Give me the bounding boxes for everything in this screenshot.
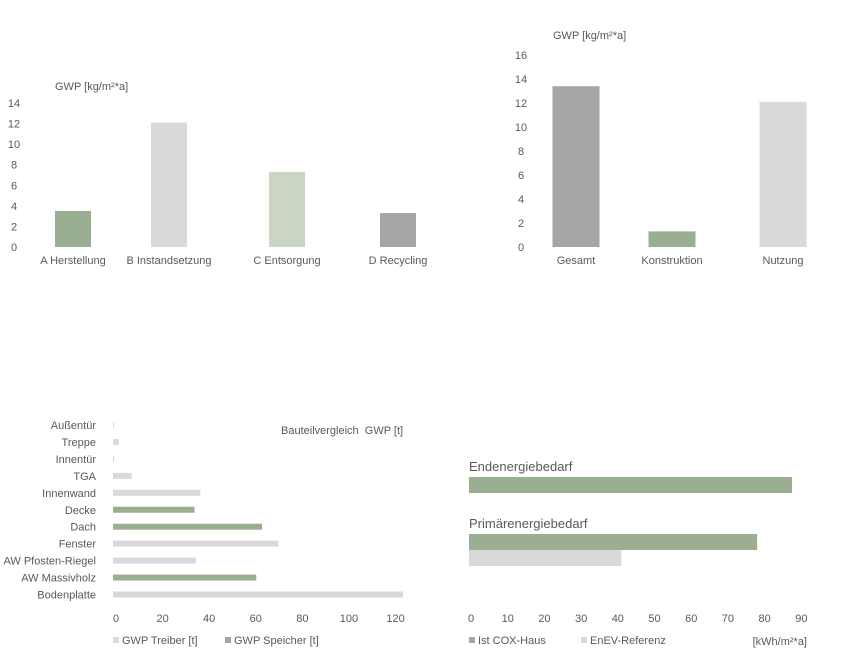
chart-energy-xlabel: [kWh/m²*a] <box>753 636 807 648</box>
chart-components-title: Bauteilvergleich GWP [t] <box>281 425 403 437</box>
x-tick-label: 0 <box>113 613 119 625</box>
x-tick-label: 120 <box>386 613 404 625</box>
x-tick-label: Konstruktion <box>641 255 702 267</box>
group-label: Primärenergiebedarf <box>469 516 588 531</box>
bar <box>151 122 187 247</box>
bar <box>113 489 201 496</box>
legend-label: GWP Treiber [t] <box>122 635 198 647</box>
y-tick-label: 12 <box>8 119 20 131</box>
x-tick-label: A Herstellung <box>40 255 105 267</box>
y-tick-label: 14 <box>515 74 527 86</box>
x-tick-label: 20 <box>538 613 550 625</box>
bar <box>113 591 403 598</box>
x-tick-label: 0 <box>468 613 474 625</box>
legend-swatch <box>469 637 475 643</box>
x-tick-label: B Instandsetzung <box>126 255 211 267</box>
y-tick-label: 16 <box>515 50 527 62</box>
y-tick-label: 8 <box>11 160 17 172</box>
x-tick-label: C Entsorgung <box>253 255 320 267</box>
bar <box>469 534 758 550</box>
legend-swatch <box>581 637 587 643</box>
y-tick-label: 10 <box>515 122 527 134</box>
y-tick-label: 14 <box>8 98 20 110</box>
y-tick-label: Treppe <box>62 437 96 449</box>
y-tick-label: 0 <box>518 242 524 254</box>
bar <box>469 550 622 566</box>
y-tick-label: AW Massivholz <box>21 573 96 585</box>
y-tick-label: 10 <box>8 139 20 151</box>
group-label: Endenergiebedarf <box>469 459 573 474</box>
chart-total-ylabel: GWP [kg/m²*a] <box>553 30 626 42</box>
legend-swatch <box>113 637 119 643</box>
y-tick-label: Innenwand <box>42 488 96 500</box>
y-tick-label: TGA <box>73 471 96 483</box>
bar <box>469 477 792 493</box>
bar <box>55 211 91 247</box>
bar <box>113 455 115 462</box>
bar <box>648 231 696 247</box>
bar <box>113 557 196 564</box>
y-tick-label: Decke <box>65 505 96 517</box>
x-tick-label: 40 <box>203 613 215 625</box>
y-tick-label: 2 <box>518 218 524 230</box>
y-tick-label: 2 <box>11 221 17 233</box>
bar <box>113 438 119 445</box>
bar <box>759 101 807 247</box>
y-tick-label: Innentür <box>56 454 97 466</box>
y-tick-label: Bodenplatte <box>37 590 96 602</box>
y-tick-label: Außentür <box>51 420 97 432</box>
chart-lifecycle-ylabel: GWP [kg/m²*a] <box>55 81 128 93</box>
legend-label: GWP Speicher [t] <box>234 635 319 647</box>
bar <box>113 523 263 530</box>
x-tick-label: 80 <box>296 613 308 625</box>
y-tick-label: 0 <box>11 242 17 254</box>
y-tick-label: Fenster <box>59 539 97 551</box>
legend-label: Ist COX-Haus <box>478 635 546 647</box>
x-tick-label: 80 <box>759 613 771 625</box>
x-tick-label: 50 <box>648 613 660 625</box>
y-tick-label: 6 <box>518 170 524 182</box>
x-tick-label: Gesamt <box>557 255 596 267</box>
y-tick-label: 4 <box>11 201 17 213</box>
y-tick-label: AW Pfosten-Riegel <box>3 556 96 568</box>
bar <box>113 506 195 513</box>
x-tick-label: 70 <box>722 613 734 625</box>
y-tick-label: 12 <box>515 98 527 110</box>
bar <box>113 422 114 428</box>
x-tick-label: Nutzung <box>763 255 804 267</box>
bar <box>113 540 279 547</box>
x-tick-label: 20 <box>156 613 168 625</box>
bar <box>113 472 132 479</box>
bar <box>552 86 600 247</box>
bar <box>113 574 257 581</box>
x-tick-label: 60 <box>250 613 262 625</box>
y-tick-label: 4 <box>518 194 524 206</box>
y-tick-label: 6 <box>11 180 17 192</box>
x-tick-label: D Recycling <box>369 255 428 267</box>
y-tick-label: Dach <box>70 522 96 534</box>
x-tick-label: 60 <box>685 613 697 625</box>
x-tick-label: 100 <box>340 613 358 625</box>
y-tick-label: 8 <box>518 146 524 158</box>
x-tick-label: 40 <box>612 613 624 625</box>
legend-swatch <box>225 637 231 643</box>
x-tick-label: 90 <box>795 613 807 625</box>
bar <box>380 213 416 247</box>
x-tick-label: 30 <box>575 613 587 625</box>
legend-label: EnEV-Referenz <box>590 635 666 647</box>
bar <box>269 171 305 247</box>
x-tick-label: 10 <box>502 613 514 625</box>
